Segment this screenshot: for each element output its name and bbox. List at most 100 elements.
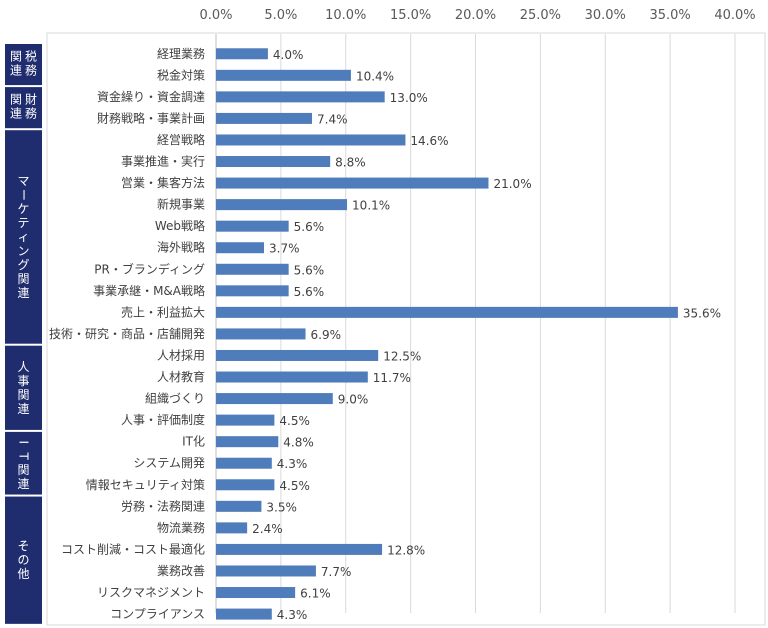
value-label: 7.7% xyxy=(321,565,352,579)
bar xyxy=(216,220,289,232)
group-label-char: 関 xyxy=(10,50,22,64)
bar xyxy=(216,69,351,81)
bar xyxy=(216,306,678,318)
group-box xyxy=(5,130,42,344)
value-label: 4.3% xyxy=(277,457,308,471)
category-label: 組織づくり xyxy=(145,392,205,406)
group-box xyxy=(5,345,42,430)
category-label: 人材採用 xyxy=(157,348,205,362)
x-tick-label: 35.0% xyxy=(649,8,690,23)
value-label: 10.4% xyxy=(356,69,394,83)
group-label-char: 事 xyxy=(17,374,29,388)
bar xyxy=(216,371,368,383)
category-label: コスト削減・コスト最適化 xyxy=(61,541,205,556)
x-tick-label: 25.0% xyxy=(520,8,561,23)
category-labels: 経理業務税金対策資金繰り・資金調達財務戦略・事業計画経営戦略事業推進・実行営業・… xyxy=(49,47,205,621)
group-label-char: マ xyxy=(17,174,29,188)
bar xyxy=(216,156,331,168)
value-label: 2.4% xyxy=(252,522,283,536)
category-label: コンプライアンス xyxy=(110,607,205,621)
plot-frame xyxy=(46,32,766,626)
value-label: 4.8% xyxy=(283,436,314,450)
value-label: 9.0% xyxy=(338,393,369,407)
bar xyxy=(216,199,348,211)
group-label-char: ィ xyxy=(17,230,29,244)
group-label: 人事関連人事関連 xyxy=(5,345,42,430)
group-label: 財務関連関連財務 xyxy=(5,87,42,129)
bar xyxy=(216,457,272,469)
gridlines xyxy=(215,34,736,613)
category-label: 財務戦略・事業計画 xyxy=(97,110,205,125)
group-label-char: 連 xyxy=(17,477,29,491)
x-tick-label: 20.0% xyxy=(455,8,496,23)
group-label-char: そ xyxy=(17,539,29,553)
x-tick-label: 0.0% xyxy=(199,8,232,23)
group-label-char: グ xyxy=(17,258,29,272)
bar xyxy=(216,91,385,103)
value-labels: 4.0% 10.4% 13.0% 7.4% 14.6% 8.8% 21.0% 10.1% 5.6… xyxy=(252,48,721,622)
bar xyxy=(216,134,406,146)
x-tick-label: 10.0% xyxy=(325,8,366,23)
group-label-char: T xyxy=(17,452,31,461)
category-label: 売上・利益拡大 xyxy=(121,304,205,319)
group-label-char: テ xyxy=(17,216,29,230)
category-label: 情報セキュリティ対策 xyxy=(86,478,205,492)
category-label: 事業推進・実行 xyxy=(121,154,205,169)
bar xyxy=(216,436,279,448)
group-label: その他その他 xyxy=(5,496,42,624)
group-label-char: I xyxy=(17,440,31,444)
value-label: 21.0% xyxy=(493,177,531,191)
value-label: 12.5% xyxy=(383,349,421,363)
category-label: 税金対策 xyxy=(157,67,205,82)
category-label: 業務改善 xyxy=(157,563,205,578)
bar xyxy=(216,608,272,620)
value-label: 8.8% xyxy=(335,156,366,170)
x-tick-label: 30.0% xyxy=(585,8,626,23)
category-label: 新規事業 xyxy=(157,197,205,212)
group-label: マーケティング関連マーケティング関連 xyxy=(5,130,42,344)
value-label: 4.5% xyxy=(279,414,310,428)
value-label: 7.4% xyxy=(317,112,348,126)
value-label: 10.1% xyxy=(352,199,390,213)
group-box xyxy=(5,496,42,624)
bars xyxy=(216,48,678,620)
value-label: 12.8% xyxy=(387,543,425,557)
bar xyxy=(216,242,265,254)
category-label: Web戦略 xyxy=(155,218,205,233)
bar xyxy=(216,414,275,426)
value-label: 11.7% xyxy=(373,371,411,385)
category-label: 物流業務 xyxy=(157,521,205,535)
bar xyxy=(216,543,383,555)
bar xyxy=(216,500,262,512)
bar xyxy=(216,479,275,491)
category-label: 人事・評価制度 xyxy=(121,412,205,427)
bar xyxy=(216,177,489,189)
value-label: 13.0% xyxy=(390,91,428,105)
group-label-char: 他 xyxy=(17,567,29,581)
group-label-char: ー xyxy=(17,189,31,201)
bar xyxy=(216,587,296,599)
category-label: 人材教育 xyxy=(157,369,205,384)
value-label: 5.6% xyxy=(294,220,325,234)
group-label-char: 関 xyxy=(17,272,29,286)
x-tick-label: 15.0% xyxy=(390,8,431,23)
category-label: リスクマネジメント xyxy=(97,586,205,600)
category-label: 労務・法務関連 xyxy=(121,499,205,513)
group-label-char: 関 xyxy=(17,388,29,402)
group-labels: 税務関連関連税務財務関連関連財務マーケティング関連マーケティング関連人事関連人事… xyxy=(5,44,42,624)
value-label: 4.0% xyxy=(273,48,304,62)
value-label: 6.1% xyxy=(300,587,331,601)
group-label-char: ン xyxy=(17,244,29,258)
category-label: PR・ブランディング xyxy=(94,261,205,276)
bar xyxy=(216,112,313,124)
category-label: 経理業務 xyxy=(157,47,205,61)
group-box xyxy=(5,431,42,495)
x-axis-ticks: 0.0% 5.0% 10.0% 15.0% 20.0% 25.0% 30.0% 35.0% 40… xyxy=(199,8,755,23)
group-label-char: 連 xyxy=(17,402,29,416)
group-label-char: 税 xyxy=(25,50,37,64)
category-label: システム開発 xyxy=(133,456,205,470)
group-label-char: 関 xyxy=(10,93,22,107)
value-label: 3.7% xyxy=(269,242,300,256)
category-label: IT化 xyxy=(182,435,205,449)
